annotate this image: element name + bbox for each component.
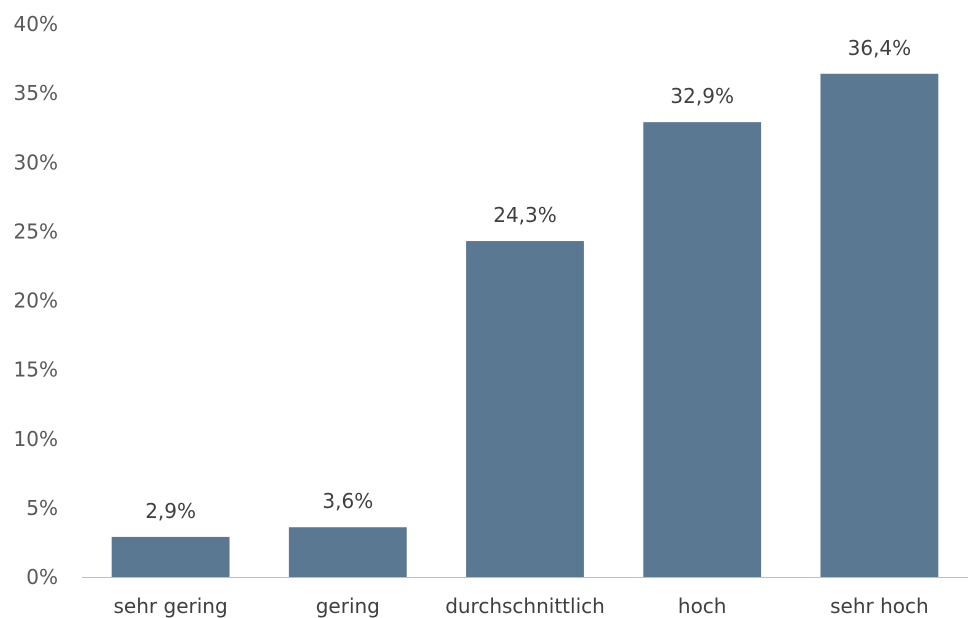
x-tick-label: hoch <box>678 594 727 618</box>
x-tick-label: durchschnittlich <box>445 594 605 618</box>
y-tick-label: 30% <box>14 150 58 174</box>
y-tick-label: 35% <box>14 81 58 105</box>
data-label: 24,3% <box>493 203 557 227</box>
data-label: 2,9% <box>145 499 196 523</box>
x-tick-label: sehr hoch <box>830 594 929 618</box>
bars <box>111 73 939 578</box>
y-axis-ticks: 0% 5% 10% 15% 20% 25% 30% 35% 40% <box>14 12 58 589</box>
bar <box>643 122 762 577</box>
y-tick-label: 15% <box>14 358 58 382</box>
y-tick-label: 40% <box>14 12 58 36</box>
y-tick-label: 5% <box>26 496 58 520</box>
data-label: 3,6% <box>322 489 373 513</box>
bar <box>111 536 230 577</box>
bar <box>466 241 584 578</box>
data-label: 36,4% <box>848 36 912 60</box>
data-label: 32,9% <box>670 84 734 108</box>
category-labels: sehr gering gering durchschnittlich hoch seh… <box>114 594 929 618</box>
data-labels: 2,9% 3,6% 24,3% 32,9% 36,4% <box>145 36 911 523</box>
bar <box>288 527 407 577</box>
y-tick-label: 10% <box>14 427 58 451</box>
bar <box>820 73 939 578</box>
x-tick-label: gering <box>316 594 380 618</box>
x-tick-label: sehr gering <box>114 594 228 618</box>
y-tick-label: 0% <box>26 565 58 589</box>
y-tick-label: 25% <box>14 219 58 243</box>
y-tick-label: 20% <box>14 289 58 313</box>
